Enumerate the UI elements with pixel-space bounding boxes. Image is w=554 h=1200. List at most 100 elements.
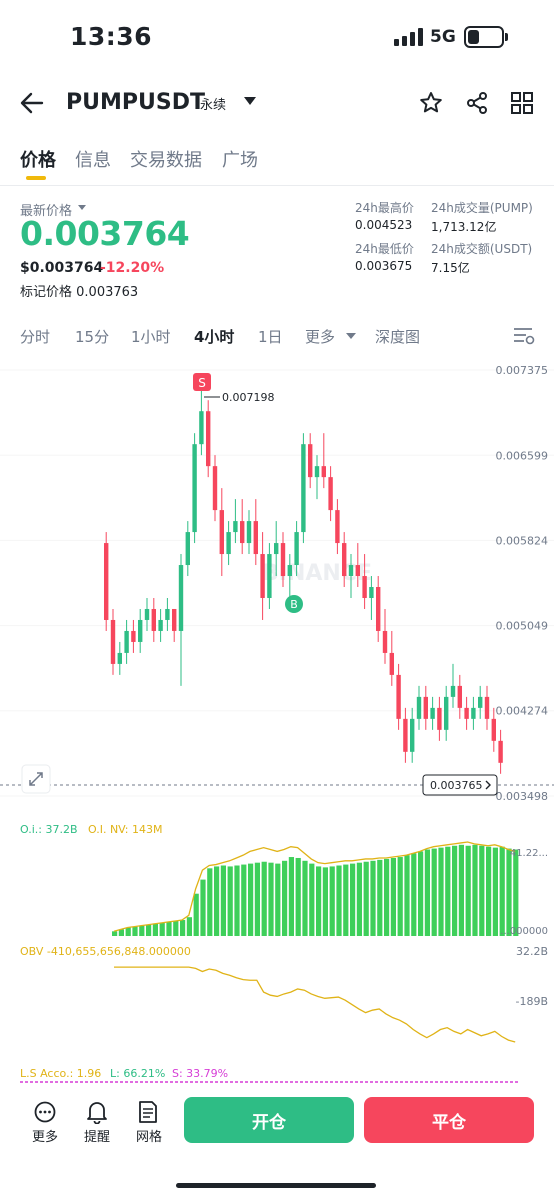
candle-body [444,696,449,730]
mark-price-row: 标记价格 0.003763 [20,281,138,300]
share-icon[interactable] [465,91,489,115]
volume-24h-value: 1,713.12亿 [431,220,497,234]
candle-body [253,521,258,555]
oi-bar [350,863,356,936]
oi-bar [180,920,186,936]
network-type: 5G [430,27,456,47]
candle-body [199,411,204,445]
symbol-dropdown-icon[interactable] [244,97,256,105]
oi-bar [411,853,417,936]
y-tick-label: 0.003498 [496,790,549,803]
candle-body [294,532,299,566]
oi-nv-line [113,841,516,932]
oi-bar [234,865,240,936]
price-change-percent: -12.20% [100,260,165,276]
grid-trading-icon[interactable] [138,1100,158,1124]
buy-marker: B [285,595,303,613]
oi-bar [241,864,247,936]
interval-1d[interactable]: 1日 [258,328,283,346]
candle-body [124,630,129,653]
interval-depth[interactable]: 深度图 [375,328,421,346]
oi-bar [384,858,390,936]
oi-bar [214,866,220,936]
candle-body [260,554,265,598]
chart-settings-icon[interactable] [513,327,535,345]
oi-bottom-value: ...000000 [500,926,548,937]
open-position-button[interactable]: 开仓 [184,1097,354,1143]
tab-info[interactable]: 信息 [75,150,111,171]
expand-icon[interactable] [21,764,51,794]
battery-icon [464,26,504,48]
oi-bar [309,863,315,936]
bell-icon[interactable] [86,1100,108,1125]
nav-alert-label[interactable]: 提醒 [84,1130,111,1145]
oi-bar [492,847,498,936]
candle-body [287,565,292,577]
oi-bar [125,927,131,936]
current-price-tag[interactable]: 0.003765 [422,774,498,796]
price-chart[interactable]: BINANCE 0.007375 0.006599 0.005824 0.005049… [0,352,554,1092]
amount-24h-value: 7.15亿 [431,261,470,275]
oi-bar [336,865,342,936]
oi-bar [356,862,362,936]
tabs-divider [0,185,554,186]
symbol-title[interactable]: PUMPUSDT [66,90,205,115]
oi-bar [404,855,410,936]
candle-body [348,565,354,577]
nav-grid-label[interactable]: 网格 [136,1130,163,1145]
oi-bar [173,920,179,936]
interval-15m[interactable]: 15分 [75,328,110,346]
oi-bar [370,860,376,936]
candle-body [478,696,483,708]
candle-body [471,707,476,719]
candle-body [437,707,442,730]
last-price-caret-icon[interactable] [78,205,86,210]
oi-bar [465,845,471,936]
oi-bar [261,861,267,936]
candle-body [144,608,150,620]
candle-body [382,630,388,653]
nav-more-label[interactable]: 更多 [32,1130,59,1145]
interval-4h[interactable]: 4小时 [194,328,235,346]
oi-bar [445,846,451,936]
current-price-tag-value: 0.003765 [430,779,483,792]
grid-menu-icon[interactable] [511,92,533,114]
more-caret-icon[interactable] [346,333,356,339]
oi-bar [452,845,458,936]
mark-price-label: 标记价格 [20,285,73,300]
tab-square[interactable]: 广场 [222,150,258,171]
close-position-button[interactable]: 平仓 [364,1097,534,1143]
last-price: 0.003764 [20,214,190,253]
candle-body [430,707,435,719]
tab-price[interactable]: 价格 [20,150,56,171]
interval-more[interactable]: 更多 [305,328,336,346]
oi-bar [254,862,260,936]
candle-body [219,510,224,555]
candle-body [484,696,490,719]
back-arrow-icon[interactable] [20,92,44,114]
interval-1h[interactable]: 1小时 [131,328,171,346]
oi-label: O.i.: 37.2B [20,823,78,836]
tab-trading-data[interactable]: 交易数据 [130,150,202,171]
oi-bar [152,923,158,936]
interval-time-share[interactable]: 分时 [20,328,51,346]
candle-body [321,466,326,478]
mark-price-value: 0.003763 [76,285,139,300]
candle-body [491,718,496,741]
oi-bar [343,864,349,936]
candle-body [423,696,428,719]
oi-bar [431,848,437,936]
candle-body [314,466,320,478]
oi-bar [295,857,301,936]
candle-body [464,707,469,719]
candle-body [110,619,116,664]
ls-ratio-label: L.S Acco.: 1.96 [20,1067,101,1080]
star-icon[interactable] [419,91,443,115]
obv-top-value: 32.2B [516,945,548,958]
sell-marker-label: S [198,376,206,390]
amount-24h-label: 24h成交额(USDT) [431,242,533,256]
more-icon[interactable] [34,1101,56,1123]
candle-body [389,652,394,675]
candle-body [158,619,163,631]
oi-bar [118,929,124,936]
